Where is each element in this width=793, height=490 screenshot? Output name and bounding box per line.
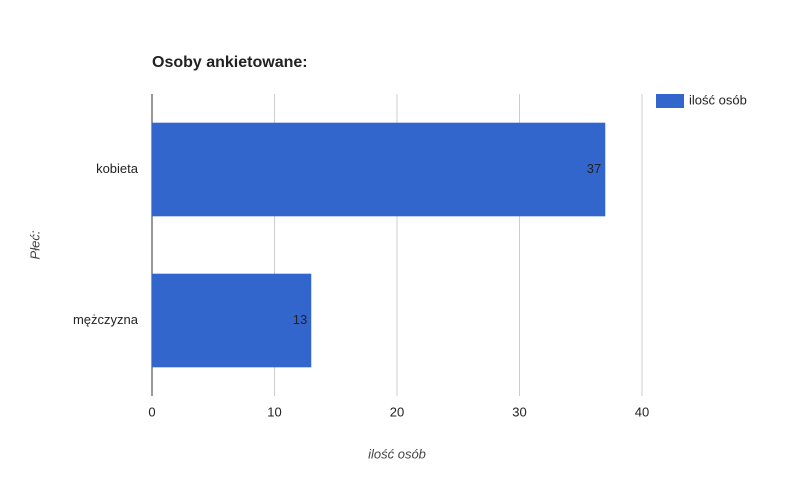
x-tick-label: 30 [512, 404, 526, 419]
x-tick-label: 40 [635, 404, 649, 419]
legend-label: ilość osób [689, 92, 747, 107]
x-axis-title: ilość osób [368, 446, 426, 461]
bar [152, 273, 312, 368]
chart-title: Osoby ankietowane: [152, 54, 308, 71]
y-tick-label: mężczyzna [73, 312, 139, 327]
data-label: 37 [587, 161, 601, 176]
y-axis-title: Płeć: [27, 230, 42, 259]
y-tick-label: kobieta [96, 161, 139, 176]
bar [152, 122, 606, 217]
data-label: 13 [293, 312, 307, 327]
x-tick-label: 0 [148, 404, 155, 419]
x-tick-label: 10 [267, 404, 281, 419]
x-tick-label: 20 [390, 404, 404, 419]
legend-swatch [656, 94, 684, 108]
